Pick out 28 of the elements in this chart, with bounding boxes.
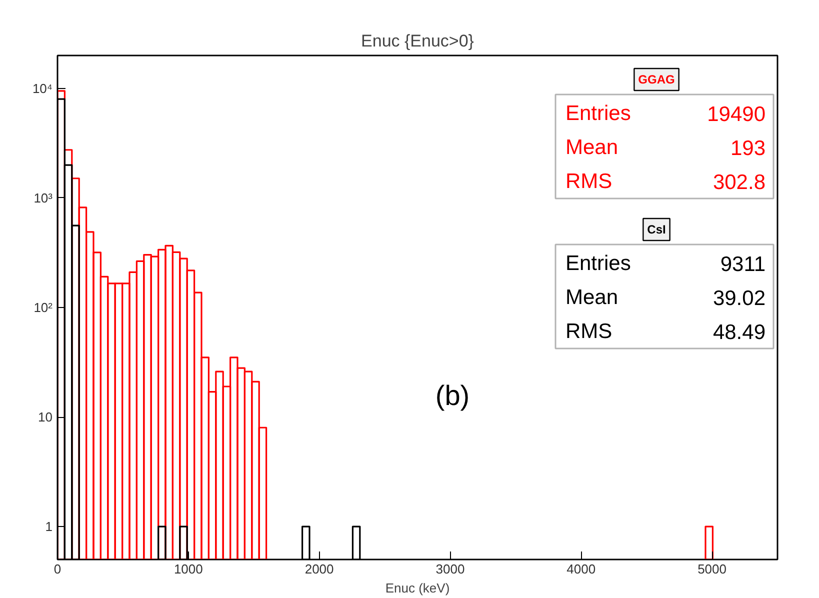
annotation: 302.8 (712, 171, 766, 194)
annotation: RMS (566, 170, 612, 193)
annotation: Mean (566, 136, 618, 159)
text: CsI (647, 222, 666, 236)
y-tick-label: 10³ (34, 190, 54, 206)
y-tick-label: 1 (45, 519, 53, 534)
x-tick-label: 3000 (436, 562, 465, 576)
annotation: (b) (435, 380, 470, 411)
x-tick-label: 0 (54, 562, 62, 576)
annotation: Mean (566, 286, 618, 309)
y-tick-label: 10 (38, 410, 53, 425)
x-tick-label: 4000 (566, 562, 596, 576)
annotation: 9311 (720, 253, 766, 276)
y-tick-label: 10⁴ (32, 80, 52, 96)
chart-title: Enuc {Enuc>0} (361, 32, 474, 50)
annotation: 19490 (707, 103, 766, 126)
x-tick-label: 1000 (174, 562, 203, 576)
annotation: 48.49 (712, 321, 766, 344)
y-tick-label: 10² (34, 300, 54, 315)
x-axis-title: Enuc (keV) (385, 580, 450, 596)
annotation: Entries (566, 102, 631, 125)
annotation: RMS (566, 320, 612, 343)
text: GGAG (638, 72, 675, 86)
x-tick-label: 5000 (698, 562, 727, 576)
x-tick-label: 2000 (304, 562, 334, 576)
annotation: 193 (730, 137, 766, 160)
annotation: 39.02 (712, 287, 766, 310)
annotation: Entries (566, 252, 631, 275)
